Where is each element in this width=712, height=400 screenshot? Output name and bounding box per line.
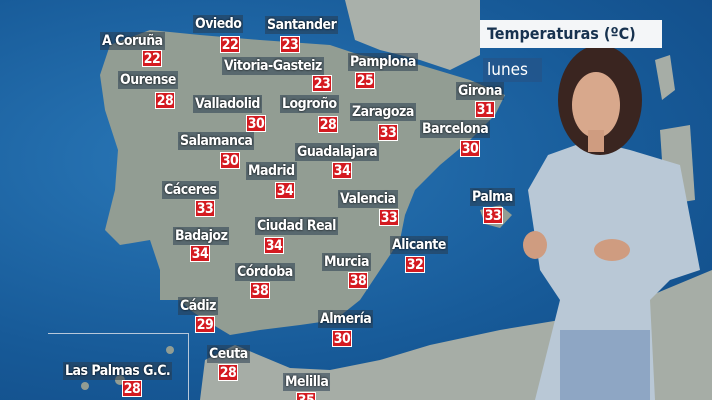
- city-label: Melilla: [283, 373, 331, 391]
- city-label: Madrid: [246, 162, 297, 180]
- map-title: Temperaturas (ºC): [480, 20, 662, 48]
- temperature-badge: 34: [190, 245, 210, 262]
- city-label: Murcia: [322, 253, 371, 271]
- city-label: Logroño: [280, 95, 339, 113]
- city-label: Girona: [456, 82, 504, 100]
- city-label: Almería: [318, 310, 374, 328]
- temperature-badge: 28: [155, 92, 175, 109]
- city-label: Pamplona: [348, 53, 418, 71]
- temperature-badge: 30: [332, 330, 352, 347]
- city-label: Las Palmas G.C.: [63, 362, 173, 380]
- temperature-badge: 23: [280, 36, 300, 53]
- city-label: Palma: [470, 188, 515, 206]
- temperature-badge: 22: [220, 36, 240, 53]
- temperature-badge: 34: [264, 237, 284, 254]
- temperature-badge: 22: [142, 50, 162, 67]
- city-label: Oviedo: [193, 15, 244, 33]
- city-label: Cáceres: [162, 181, 219, 199]
- presenter: [523, 45, 700, 400]
- city-label: Badajoz: [173, 227, 230, 245]
- city-label: Salamanca: [178, 132, 255, 150]
- temperature-badge: 29: [195, 316, 215, 333]
- city-label: Cádiz: [178, 297, 218, 315]
- temperature-badge: 34: [332, 162, 352, 179]
- canary-island: [81, 382, 89, 390]
- temperature-badge: 30: [246, 115, 266, 132]
- city-label: A Coruña: [100, 32, 165, 50]
- temperature-badge: 33: [195, 200, 215, 217]
- france-landmass: [345, 0, 480, 70]
- corsica-island: [655, 55, 675, 100]
- city-label: Vitoria-Gasteiz: [222, 57, 324, 75]
- forecast-day: lunes: [483, 58, 542, 82]
- city-label: Valencia: [338, 190, 398, 208]
- temperature-badge: 33: [378, 124, 398, 141]
- temperature-badge: 33: [483, 207, 503, 224]
- city-label: Alicante: [390, 236, 448, 254]
- temperature-badge: 25: [355, 72, 375, 89]
- temperature-badge: 28: [122, 380, 142, 397]
- city-label: Córdoba: [235, 263, 295, 281]
- temperature-badge: 30: [460, 140, 480, 157]
- city-label: Barcelona: [420, 120, 491, 138]
- temperature-badge: 35: [296, 392, 316, 400]
- temperature-badge: 28: [218, 364, 238, 381]
- temperature-badge: 38: [250, 282, 270, 299]
- temperature-badge: 33: [379, 209, 399, 226]
- city-label: Ourense: [118, 71, 178, 89]
- canary-island: [166, 346, 174, 354]
- temperature-badge: 28: [318, 116, 338, 133]
- temperature-badge: 23: [312, 75, 332, 92]
- temperature-badge: 32: [405, 256, 425, 273]
- city-label: Valladolid: [193, 95, 262, 113]
- temperature-badge: 38: [348, 272, 368, 289]
- city-label: Santander: [265, 16, 339, 34]
- temperature-badge: 30: [220, 152, 240, 169]
- canary-islands-inset: [48, 333, 189, 400]
- temperature-badge: 31: [475, 101, 495, 118]
- city-label: Ceuta: [207, 345, 250, 363]
- city-label: Ciudad Real: [255, 217, 338, 235]
- city-label: Guadalajara: [295, 143, 380, 161]
- temperature-badge: 34: [275, 182, 295, 199]
- city-label: Zaragoza: [350, 103, 416, 121]
